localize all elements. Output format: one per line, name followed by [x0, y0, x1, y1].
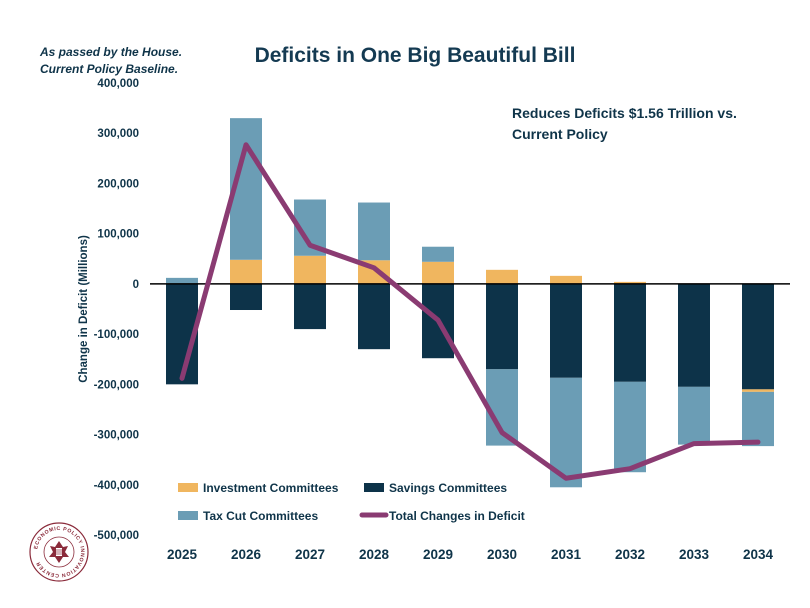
bar-investment	[230, 259, 262, 284]
bar-tax-cut	[742, 391, 774, 447]
y-axis-title: Change in Deficit (Millions)	[78, 235, 90, 383]
bar-investment	[550, 275, 582, 284]
x-tick-label: 2026	[231, 547, 262, 562]
chart-annotation: Reduces Deficits $1.56 Trillion vs. Curr…	[512, 105, 737, 142]
bar-savings	[742, 283, 774, 390]
y-tick-label: -100,000	[94, 329, 139, 341]
y-tick-label: -300,000	[94, 430, 139, 442]
total-deficit-line	[179, 142, 761, 481]
bar-savings	[294, 283, 326, 330]
bar-investment	[422, 261, 454, 284]
legend-savings: Savings Committees	[364, 481, 507, 495]
chart-title: Deficits in One Big Beautiful Bill	[254, 44, 576, 67]
bar-tax-cut	[358, 202, 390, 261]
bar-investment	[614, 281, 646, 284]
y-tick-label: -200,000	[94, 379, 139, 391]
baseline-note: As passed by the House. Current Policy B…	[40, 44, 182, 78]
legend-investment-label: Investment Committees	[203, 481, 339, 495]
x-tick-label: 2034	[743, 547, 774, 562]
legend-savings-label: Savings Committees	[389, 481, 507, 495]
bar-savings	[550, 283, 582, 378]
x-tick-label: 2025	[167, 547, 198, 562]
x-tick-label: 2031	[551, 547, 582, 562]
x-tick-label: 2032	[615, 547, 645, 562]
note-line-2: Current Policy Baseline.	[40, 62, 179, 76]
x-tick-label: 2028	[359, 547, 390, 562]
bar-tax-cut	[166, 277, 198, 284]
legend-investment: Investment Committees	[178, 481, 339, 495]
legend-tax-cut-label: Tax Cut Committees	[203, 509, 318, 523]
bar-savings	[678, 283, 710, 387]
bar-investment	[294, 255, 326, 284]
y-tick-label: 300,000	[97, 128, 139, 140]
bar-savings	[358, 283, 390, 350]
bar-tax-cut	[614, 381, 646, 473]
legend-investment-swatch	[178, 483, 198, 492]
bar-savings	[486, 283, 518, 370]
legend-tax-cut-swatch	[178, 511, 198, 520]
y-tick-label: 100,000	[97, 229, 139, 241]
legend-tax-cut: Tax Cut Committees	[178, 509, 318, 523]
y-tick-label: -500,000	[94, 530, 139, 542]
bar-savings	[614, 283, 646, 382]
note-line-1: As passed by the House.	[40, 45, 183, 59]
x-tick-label: 2030	[487, 547, 517, 562]
bar-savings	[230, 283, 262, 311]
bar-tax-cut	[678, 386, 710, 445]
bar-tax-cut	[422, 246, 454, 262]
x-tick-label: 2033	[679, 547, 710, 562]
y-tick-label: -400,000	[94, 480, 139, 492]
x-tick-label: 2029	[423, 547, 453, 562]
bar-investment	[486, 269, 518, 284]
bar-investment	[742, 389, 774, 392]
legend-savings-swatch	[364, 483, 384, 492]
y-tick-label: 400,000	[97, 78, 139, 90]
legend-total: Total Changes in Deficit	[359, 509, 525, 523]
legend-total-label: Total Changes in Deficit	[389, 509, 525, 523]
x-tick-label: 2027	[295, 547, 325, 562]
epic-logo-icon: ECONOMIC POLICY INNOVATION CENTER	[29, 522, 89, 582]
y-tick-label: 0	[133, 279, 139, 291]
y-tick-label: 200,000	[97, 178, 139, 190]
